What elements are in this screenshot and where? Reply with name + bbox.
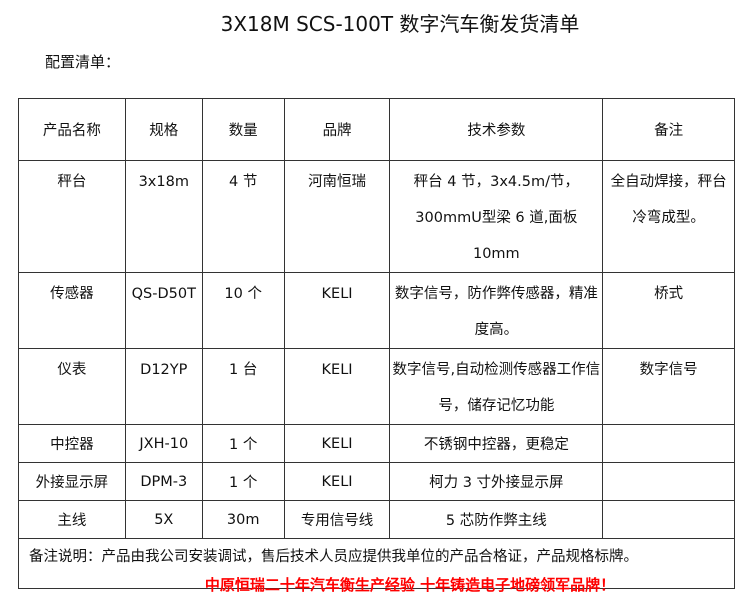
header-cell: 规格: [124, 98, 203, 161]
shipping-list-table: 产品名称 规格 数量 品牌 技术参数 备注 秤台 3x18m 4 节 河南恒瑞 …: [18, 98, 735, 589]
cell: 数字信号，防作弊传感器，精准度高。: [389, 272, 604, 349]
cell: 秤台 4 节，3x4.5m/节，300mmU型梁 6 道,面板 10mm: [389, 160, 604, 273]
cell: 30m: [201, 500, 285, 539]
cell: [602, 500, 735, 539]
table-row: 外接显示屏 DPM-3 1 个 KELI 柯力 3 寸外接显示屏: [18, 462, 735, 501]
cell: 全自动焊接，秤台冷弯成型。: [602, 160, 735, 273]
config-list-label: 配置清单：: [45, 53, 121, 71]
cell: 河南恒瑞: [283, 160, 391, 273]
cell: 中控器: [18, 424, 126, 463]
cell: 4 节: [201, 160, 285, 273]
cell: 10 个: [201, 272, 285, 349]
cell: 主线: [18, 500, 126, 539]
cell: 1 个: [201, 462, 285, 501]
cell: KELI: [283, 272, 391, 349]
document-title: 3X18M SCS-100T 数字汽车衡发货清单: [220, 12, 580, 36]
header-cell: 技术参数: [389, 98, 604, 161]
table-header-row: 产品名称 规格 数量 品牌 技术参数 备注: [18, 98, 735, 161]
cell: 5 芯防作弊主线: [389, 500, 604, 539]
header-cell: 备注: [602, 98, 735, 161]
cell: 1 个: [201, 424, 285, 463]
table-row: 主线 5X 30m 专用信号线 5 芯防作弊主线: [18, 500, 735, 539]
cell: 柯力 3 寸外接显示屏: [389, 462, 604, 501]
cell: 外接显示屏: [18, 462, 126, 501]
cell: KELI: [283, 424, 391, 463]
header-cell: 数量: [201, 98, 285, 161]
cell: 桥式: [602, 272, 735, 349]
cell: 数字信号: [602, 348, 735, 425]
header-cell: 品牌: [283, 98, 391, 161]
table-row: 中控器 JXH-10 1 个 KELI 不锈钢中控器，更稳定: [18, 424, 735, 463]
cell: KELI: [283, 462, 391, 501]
cell: 不锈钢中控器，更稳定: [389, 424, 604, 463]
cell: DPM-3: [124, 462, 203, 501]
note-row: 备注说明：产品由我公司安装调试，售后技术人员应提供我单位的产品合格证，产品规格标…: [18, 538, 735, 589]
cell: [602, 424, 735, 463]
cell: 专用信号线: [283, 500, 391, 539]
cell: KELI: [283, 348, 391, 425]
cell: JXH-10: [124, 424, 203, 463]
note-text: 备注说明：产品由我公司安装调试，售后技术人员应提供我单位的产品合格证，产品规格标…: [18, 538, 735, 589]
cell: 3x18m: [124, 160, 203, 273]
table-row: 秤台 3x18m 4 节 河南恒瑞 秤台 4 节，3x4.5m/节，300mmU…: [18, 160, 735, 273]
cell: 仪表: [18, 348, 126, 425]
cell: [602, 462, 735, 501]
cell: D12YP: [124, 348, 203, 425]
slogan: 中原恒瑞二十年汽车衡生产经验 十年铸造电子地磅领军品牌！: [204, 576, 616, 594]
cell: 5X: [124, 500, 203, 539]
table-row: 传感器 QS-D50T 10 个 KELI 数字信号，防作弊传感器，精准度高。 …: [18, 272, 735, 349]
cell: 数字信号,自动检测传感器工作信号，储存记忆功能: [389, 348, 604, 425]
cell: 秤台: [18, 160, 126, 273]
table-row: 仪表 D12YP 1 台 KELI 数字信号,自动检测传感器工作信号，储存记忆功…: [18, 348, 735, 425]
cell: 1 台: [201, 348, 285, 425]
cell: 传感器: [18, 272, 126, 349]
cell: QS-D50T: [124, 272, 203, 349]
header-cell: 产品名称: [18, 98, 126, 161]
